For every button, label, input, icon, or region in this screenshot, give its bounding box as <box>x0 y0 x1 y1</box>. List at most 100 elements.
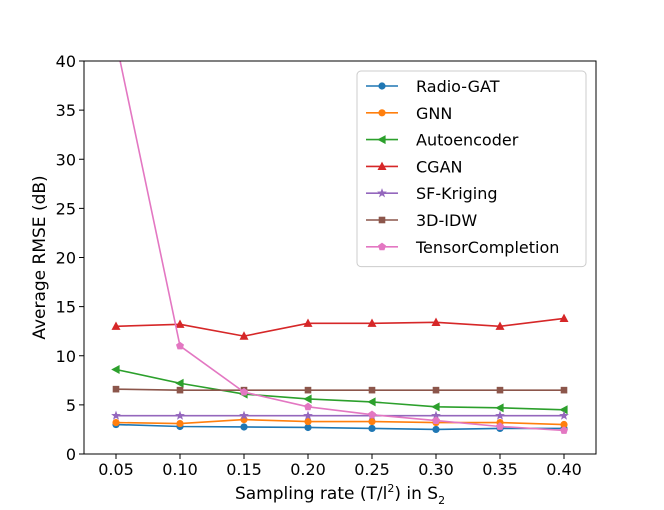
data-point-autoencoder <box>495 403 504 413</box>
x-tick-label: 0.05 <box>98 460 134 479</box>
data-point-gnn <box>560 420 568 429</box>
legend-entry-gnn: GNN <box>366 104 452 123</box>
data-point-autoencoder <box>367 397 376 407</box>
data-point-cgan <box>367 318 377 327</box>
series-line-gnn <box>115 418 565 426</box>
x-tick-label: 0.15 <box>226 460 262 479</box>
y-tick-label: 5 <box>66 396 76 415</box>
series-3d-idw <box>112 385 568 394</box>
legend-box <box>356 70 587 268</box>
data-point-3d-idw <box>304 386 312 394</box>
legend-entry-radio-gat: Radio-GAT <box>366 77 500 96</box>
data-point-sf-kriging <box>495 410 505 420</box>
series-cgan <box>111 313 569 340</box>
legend-entry-tensorcompletion: TensorCompletion <box>366 238 559 257</box>
data-point-3d-idw <box>432 386 440 394</box>
data-point-gnn <box>304 417 312 426</box>
legend: Radio-GAT GNN Autoencoder CGAN SF-Kriging 3D-… <box>356 70 587 268</box>
data-point-tensorcompletion <box>496 422 504 430</box>
series-radio-gat <box>112 420 568 434</box>
y-tick-label: 35 <box>56 101 76 120</box>
data-point-sf-kriging <box>303 410 313 420</box>
legend-entry-cgan: CGAN <box>366 157 462 176</box>
data-point-3d-idw <box>496 386 504 394</box>
data-point-sf-kriging <box>175 410 185 420</box>
data-point-cgan <box>303 318 313 327</box>
data-point-tensorcompletion <box>240 387 248 396</box>
data-point-sf-kriging <box>431 410 441 420</box>
legend-label-sf-kriging: SF-Kriging <box>416 184 498 203</box>
data-point-cgan <box>111 321 121 330</box>
data-point-gnn <box>368 417 376 426</box>
data-point-3d-idw <box>176 386 184 394</box>
y-tick-label: 15 <box>56 298 76 317</box>
x-axis-label-main: Sampling rate (T/l <box>235 484 387 504</box>
legend-label-3d-idw: 3D-IDW <box>416 211 477 230</box>
y-axis-label: Average RMSE (dB) <box>30 175 50 339</box>
data-point-3d-idw <box>112 385 120 393</box>
data-point-3d-idw <box>368 386 376 394</box>
series-line-tensorcompletion <box>119 61 565 432</box>
data-point-sf-kriging <box>239 410 249 420</box>
data-point-gnn <box>112 418 120 427</box>
data-point-tensorcompletion <box>432 416 440 424</box>
x-tick-label: 0.40 <box>546 460 582 479</box>
x-tick-label: 0.25 <box>354 460 390 479</box>
legend-marker-3d-idw <box>378 216 386 224</box>
data-point-cgan <box>495 321 505 330</box>
data-point-cgan <box>175 319 185 328</box>
data-point-radio-gat <box>368 424 376 433</box>
x-tick-label: 0.30 <box>418 460 454 479</box>
data-point-autoencoder <box>303 394 312 404</box>
legend-label-tensorcompletion: TensorCompletion <box>415 238 559 257</box>
series-gnn <box>112 416 568 429</box>
data-point-cgan <box>431 317 441 326</box>
data-point-autoencoder <box>559 405 568 415</box>
data-point-cgan <box>559 313 569 323</box>
series-tensorcompletion <box>119 61 568 434</box>
x-tick-label: 0.20 <box>290 460 326 479</box>
legend-entry-sf-kriging: SF-Kriging <box>366 184 498 203</box>
legend-marker-cgan <box>377 161 387 170</box>
data-point-tensorcompletion <box>176 341 184 350</box>
legend-label-autoencoder: Autoencoder <box>416 131 519 150</box>
x-axis: 0.05 0.10 0.15 0.20 0.25 0.30 0.35 0.40 <box>98 454 582 479</box>
y-axis: 0 5 10 15 20 25 30 35 40 <box>56 52 84 464</box>
series-layer <box>111 61 569 434</box>
y-tick-label: 40 <box>56 52 76 71</box>
x-axis-label-middle: ) in S <box>394 484 438 504</box>
x-tick-label: 0.10 <box>162 460 198 479</box>
legend-label-cgan: CGAN <box>416 157 462 176</box>
data-point-radio-gat <box>240 423 248 431</box>
legend-marker-gnn <box>378 109 386 117</box>
y-tick-label: 30 <box>56 150 76 169</box>
data-point-tensorcompletion <box>304 402 312 411</box>
x-axis-label: Sampling rate (T/l2) in S2 <box>235 482 445 507</box>
series-line-cgan <box>115 317 565 337</box>
data-point-autoencoder <box>111 365 120 374</box>
data-point-tensorcompletion <box>560 426 568 434</box>
data-point-radio-gat <box>432 425 440 434</box>
legend-marker-tensorcompletion <box>378 242 386 251</box>
y-tick-label: 10 <box>56 347 76 366</box>
series-line-radio-gat <box>115 423 564 431</box>
legend-marker-autoencoder <box>377 135 386 145</box>
legend-label-radio-gat: Radio-GAT <box>416 77 500 96</box>
x-axis-label-superscript: 2 <box>387 482 394 495</box>
y-tick-label: 25 <box>56 199 76 218</box>
legend-marker-sf-kriging <box>377 188 387 198</box>
series-line-autoencoder <box>115 368 565 411</box>
data-point-autoencoder <box>431 402 440 412</box>
data-point-sf-kriging <box>559 410 569 420</box>
legend-entry-3d-idw: 3D-IDW <box>366 211 477 230</box>
series-line-3d-idw <box>115 388 564 391</box>
y-tick-label: 20 <box>56 249 76 268</box>
legend-marker-radio-gat <box>378 82 386 90</box>
data-point-cgan <box>239 331 249 340</box>
data-point-radio-gat <box>304 423 312 432</box>
x-axis-label-subscript: 2 <box>438 494 445 507</box>
legend-entry-autoencoder: Autoencoder <box>366 131 519 150</box>
legend-label-gnn: GNN <box>416 104 452 123</box>
data-point-gnn <box>176 419 184 428</box>
